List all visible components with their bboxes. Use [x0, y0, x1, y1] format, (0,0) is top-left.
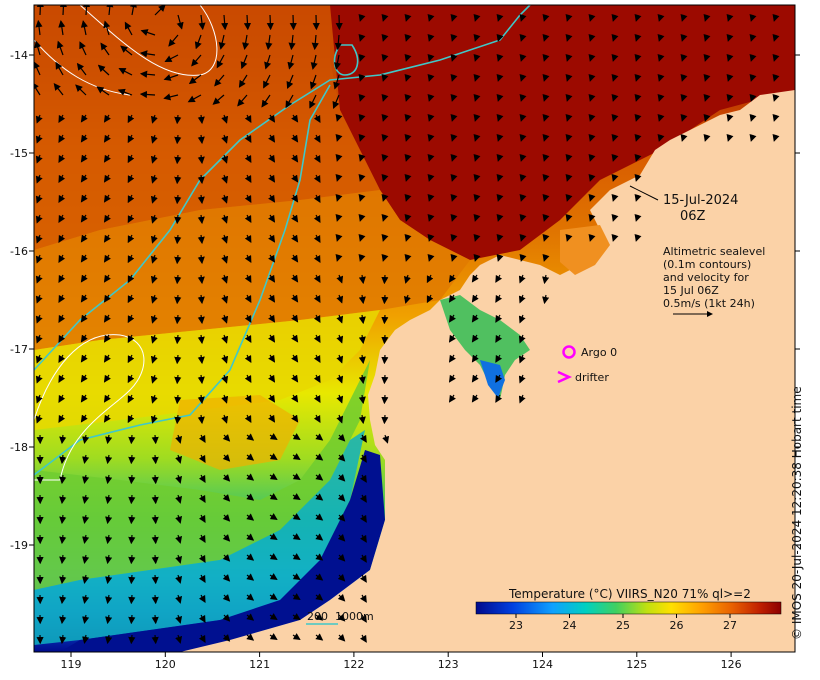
velocity-arrow-icon — [384, 375, 385, 383]
altimetry-line: and velocity for — [663, 271, 749, 284]
velocity-arrow-icon — [177, 235, 178, 243]
velocity-arrow-icon — [155, 575, 156, 583]
colorbar-tick-label: 23 — [509, 619, 523, 632]
velocity-arrow-icon — [177, 295, 178, 303]
velocity-arrow-icon — [177, 115, 178, 123]
velocity-arrow-icon — [177, 175, 178, 183]
colorbar-ramp — [476, 602, 781, 614]
velocity-arrow-icon — [155, 635, 156, 643]
colorbar-title: Temperature (°C) VIIRS_N20 71% ql>=2 — [508, 587, 751, 601]
lon-tick-label: 121 — [249, 658, 270, 671]
lat-tick-label: -18 — [10, 441, 28, 454]
velocity-arrow-icon — [155, 435, 156, 443]
velocity-arrow-icon — [177, 335, 178, 343]
velocity-arrow-icon — [155, 615, 156, 623]
colorbar-tick-label: 24 — [563, 619, 577, 632]
velocity-arrow-icon — [131, 535, 132, 543]
altimetry-line: (0.1m contours) — [663, 258, 751, 271]
colorbar-tick-label: 27 — [723, 619, 737, 632]
colorbar: Temperature (°C) VIIRS_N20 71% ql>=2 23 2… — [476, 587, 781, 632]
lon-tick-label: 122 — [343, 658, 364, 671]
velocity-arrow-icon — [384, 275, 385, 283]
velocity-arrow-icon — [384, 335, 385, 343]
velocity-arrow-icon — [177, 355, 178, 363]
velocity-arrow-icon — [384, 395, 385, 403]
lat-tick-label: -19 — [10, 539, 28, 552]
velocity-arrow-icon — [63, 1, 64, 15]
lon-tick-label: 125 — [626, 658, 647, 671]
velocity-arrow-icon — [177, 155, 178, 163]
velocity-arrow-icon — [384, 315, 385, 323]
velocity-arrow-icon — [155, 515, 156, 523]
velocity-arrow-icon — [131, 435, 132, 443]
velocity-arrow-icon — [177, 275, 178, 283]
lat-tick-label: -16 — [10, 245, 28, 258]
altimetry-line: Altimetric sealevel — [663, 245, 765, 258]
velocity-arrow-icon — [155, 455, 156, 463]
velocity-arrow-icon — [177, 315, 178, 323]
velocity-arrow-icon — [177, 255, 178, 263]
velocity-arrow-icon — [131, 575, 132, 583]
longitude-axis: 119 120 121 122 123 124 125 126 — [61, 652, 742, 671]
velocity-arrow-icon — [155, 595, 156, 603]
lon-tick-label: 123 — [438, 658, 459, 671]
velocity-arrow-icon — [131, 555, 132, 563]
drifter-label: drifter — [575, 371, 609, 384]
colorbar-tick-label: 26 — [670, 619, 684, 632]
lat-tick-label: -17 — [10, 343, 28, 356]
velocity-arrow-icon — [131, 495, 132, 503]
velocity-arrow-icon — [131, 595, 132, 603]
velocity-arrow-icon — [384, 415, 385, 423]
date-label: 15-Jul-2024 — [663, 193, 738, 208]
velocity-arrow-icon — [155, 475, 156, 483]
lon-tick-label: 126 — [721, 658, 742, 671]
velocity-arrow-icon — [40, 1, 41, 15]
velocity-arrow-icon — [155, 555, 156, 563]
velocity-arrow-icon — [177, 215, 178, 223]
time-label: 06Z — [680, 209, 706, 224]
velocity-arrow-icon — [131, 635, 132, 643]
velocity-arrow-icon — [177, 415, 178, 423]
velocity-arrow-icon — [155, 535, 156, 543]
lon-tick-label: 119 — [61, 658, 82, 671]
velocity-arrow-icon — [155, 495, 156, 503]
velocity-arrow-icon — [177, 135, 178, 143]
colorbar-tick-label: 25 — [616, 619, 630, 632]
velocity-arrow-icon — [270, 15, 271, 29]
bathy-scale-label: 200 1000m — [307, 610, 374, 623]
lon-tick-label: 124 — [532, 658, 553, 671]
velocity-arrow-icon — [177, 195, 178, 203]
velocity-arrow-icon — [384, 295, 385, 303]
argo-label: Argo 0 — [581, 346, 617, 359]
credit-text: © IMOS 20-Jul-2024 12:20:38 Hobart time — [790, 386, 804, 640]
velocity-arrow-icon — [131, 455, 132, 463]
lat-tick-label: -14 — [10, 49, 28, 62]
lat-tick-label: -15 — [10, 147, 28, 160]
altimetry-line: 0.5m/s (1kt 24h) — [663, 297, 755, 310]
velocity-arrow-icon — [177, 395, 178, 403]
velocity-arrow-icon — [131, 475, 132, 483]
velocity-arrow-icon — [177, 375, 178, 383]
altimetry-line: 15 Jul 06Z — [663, 284, 719, 297]
velocity-arrow-icon — [384, 355, 385, 363]
velocity-arrow-icon — [247, 15, 248, 29]
velocity-arrow-icon — [293, 15, 294, 29]
velocity-arrow-icon — [131, 515, 132, 523]
lon-tick-label: 120 — [155, 658, 176, 671]
velocity-arrow-icon — [131, 615, 132, 623]
